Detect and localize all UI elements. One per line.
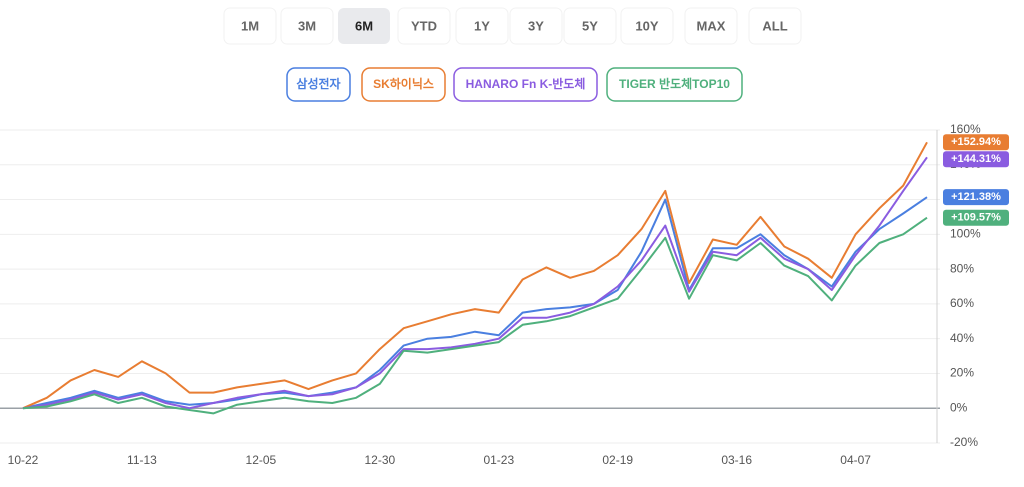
y-tick-label: 20%	[950, 366, 974, 380]
legend-label: 삼성전자	[296, 76, 340, 91]
legend-button[interactable]	[606, 67, 743, 102]
x-tick-label: 02-19	[602, 453, 633, 467]
range-tab[interactable]	[620, 7, 674, 45]
legend-label: HANARO Fn K-반도체	[466, 76, 586, 91]
y-tick-label: 0%	[950, 400, 968, 414]
x-tick-label: 01-23	[483, 453, 514, 467]
legend-label: SK하이닉스	[373, 76, 434, 91]
y-tick-label: -20%	[950, 435, 978, 449]
range-tab-label: MAX	[697, 18, 726, 33]
range-tab[interactable]	[684, 7, 738, 45]
end-label: +121.38%	[951, 191, 1001, 203]
range-tab-label: 3Y	[528, 18, 544, 33]
series-line	[22, 216, 928, 415]
series-line	[22, 156, 928, 410]
range-tab-label: 10Y	[635, 18, 658, 33]
range-tab-label: YTD	[411, 18, 437, 33]
range-tab-label: 3M	[298, 18, 316, 33]
range-tab-label: 6M	[355, 18, 373, 33]
y-tick-label: 100%	[950, 227, 981, 241]
end-label: +144.31%	[951, 153, 1001, 165]
x-tick-label: 03-16	[721, 453, 752, 467]
end-label-box	[943, 151, 1009, 168]
end-label-box	[943, 189, 1009, 206]
y-tick-label: 60%	[950, 296, 974, 310]
end-label: +152.94%	[951, 136, 1001, 148]
series-line	[22, 196, 928, 410]
range-tab-label: ALL	[762, 18, 787, 33]
end-label-box	[943, 134, 1009, 151]
legend-button[interactable]	[453, 67, 598, 102]
range-tab[interactable]	[509, 7, 563, 45]
range-tab[interactable]	[338, 8, 390, 44]
legend-button[interactable]	[286, 67, 351, 102]
x-tick-label: 12-30	[364, 453, 395, 467]
range-tab[interactable]	[455, 7, 509, 45]
y-tick-label: 160%	[950, 122, 981, 136]
range-tab[interactable]	[223, 7, 277, 45]
range-tab-label: 1M	[241, 18, 259, 33]
x-tick-label: 11-13	[127, 453, 157, 467]
end-label-box	[943, 209, 1009, 226]
end-label: +109.57%	[951, 212, 1001, 224]
range-tab[interactable]	[748, 7, 802, 45]
range-tab-label: 1Y	[474, 18, 490, 33]
series-line	[22, 141, 928, 410]
legend-button[interactable]	[361, 67, 446, 102]
y-tick-label: 80%	[950, 261, 974, 275]
range-tab-label: 5Y	[582, 18, 598, 33]
x-tick-label: 04-07	[840, 453, 871, 467]
range-tab[interactable]	[563, 7, 617, 45]
x-tick-label: 10-22	[8, 453, 39, 467]
range-tab[interactable]	[397, 7, 451, 45]
legend-label: TIGER 반도체TOP10	[619, 76, 730, 91]
range-tab[interactable]	[280, 7, 334, 45]
y-tick-label: 40%	[950, 331, 974, 345]
x-tick-label: 12-05	[246, 453, 277, 467]
